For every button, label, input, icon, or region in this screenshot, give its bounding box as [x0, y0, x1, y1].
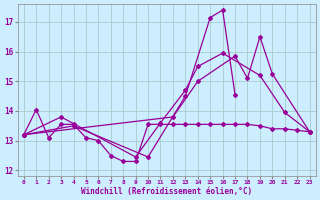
X-axis label: Windchill (Refroidissement éolien,°C): Windchill (Refroidissement éolien,°C) [81, 187, 252, 196]
